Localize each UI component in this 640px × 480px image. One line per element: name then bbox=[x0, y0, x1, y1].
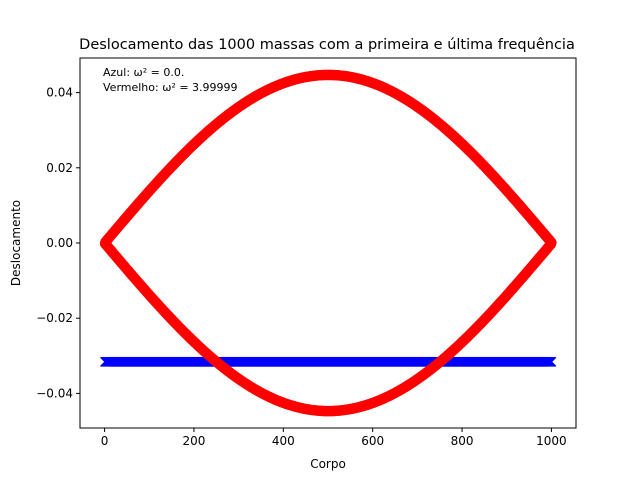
annotation-red: Vermelho: ω² = 3.99999 bbox=[103, 81, 238, 94]
series-blue bbox=[100, 356, 557, 367]
plot-area bbox=[79, 57, 577, 429]
x-tick-label: 400 bbox=[272, 434, 295, 448]
x-tick-label: 800 bbox=[451, 434, 474, 448]
chart-title: Deslocamento das 1000 massas com a prime… bbox=[79, 37, 575, 53]
x-tick-label: 200 bbox=[182, 434, 205, 448]
series-red bbox=[99, 69, 557, 417]
plot-background bbox=[80, 58, 576, 428]
red-point bbox=[546, 237, 557, 248]
y-tick-label: 0.00 bbox=[46, 236, 73, 250]
y-tick-label: −0.02 bbox=[36, 311, 73, 325]
y-axis: −0.04 −0.02 0.00 0.02 0.04 bbox=[36, 86, 80, 400]
y-tick-label: −0.04 bbox=[36, 386, 73, 400]
x-tick-label: 600 bbox=[361, 434, 384, 448]
annotation-blue: Azul: ω² = 0.0. bbox=[103, 66, 184, 79]
x-tick-label: 0 bbox=[101, 434, 109, 448]
x-axis: 0 200 400 600 800 1000 bbox=[101, 428, 567, 448]
y-tick-label: 0.04 bbox=[46, 86, 73, 100]
x-axis-label: Corpo bbox=[310, 457, 346, 471]
x-tick-label: 1000 bbox=[536, 434, 567, 448]
blue-point bbox=[546, 356, 557, 367]
y-axis-label: Deslocamento bbox=[9, 200, 23, 286]
y-tick-label: 0.02 bbox=[46, 161, 73, 175]
